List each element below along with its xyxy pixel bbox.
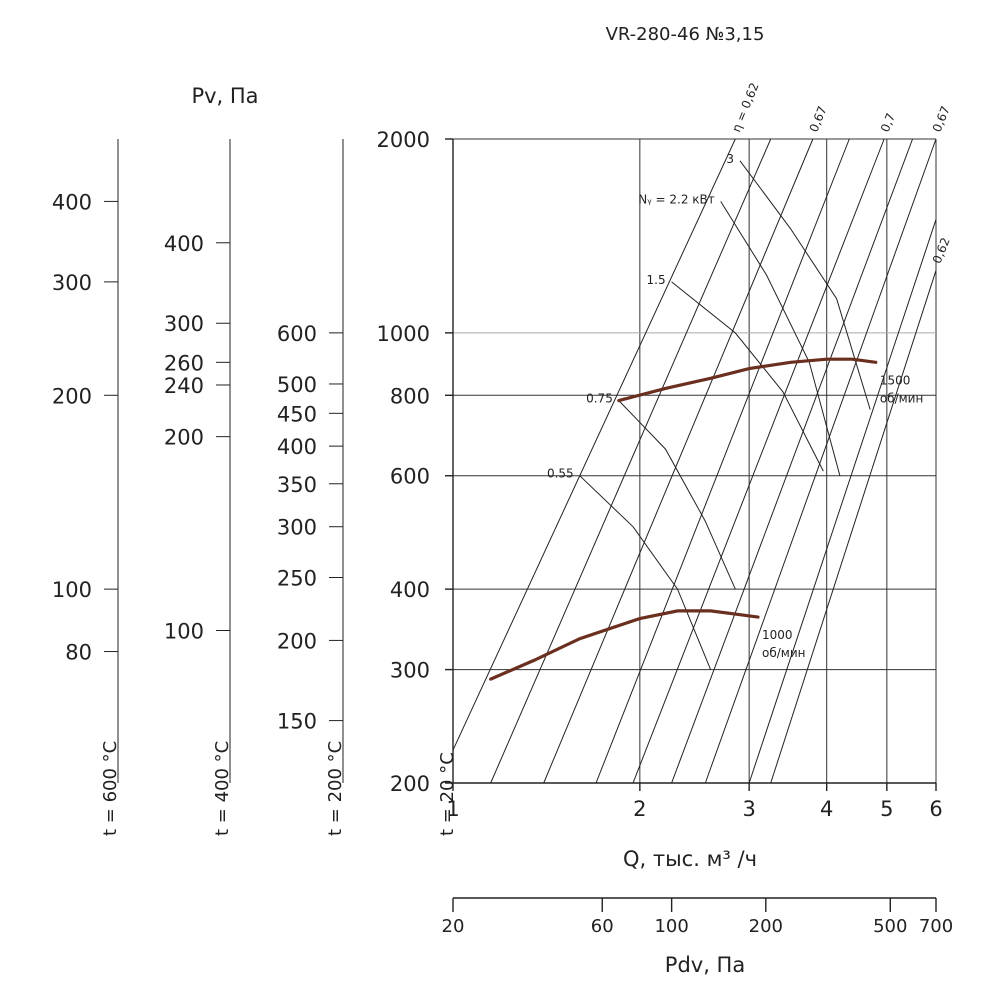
- curve-label: об/мин: [762, 646, 805, 660]
- efficiency-line-label: 0,7: [878, 111, 898, 134]
- efficiency-line-label: 0,67: [930, 104, 953, 134]
- x-tick-label: 6: [929, 797, 942, 821]
- dynamic-pressure-axis-layer: 20 60 100 200 500 700: [442, 897, 953, 937]
- pdv-tick-label: 20: [442, 916, 465, 937]
- temperature-scale-tick-label: 100: [52, 578, 92, 602]
- y-tick-label: 1000: [377, 322, 430, 346]
- x-tick-label: 3: [742, 797, 755, 821]
- power-lines-layer: 3 Nᵧ = 2.2 кВт 1.5 0.75 0.55: [547, 152, 871, 670]
- grid-layer: [452, 138, 937, 784]
- efficiency-line: [632, 138, 885, 784]
- power-line-label: 1.5: [647, 273, 666, 287]
- pdv-tick-label: 500: [873, 916, 907, 937]
- pdv-tick-label: 100: [654, 916, 688, 937]
- power-line: [720, 201, 841, 476]
- y-axis-title: Pv, Па: [191, 84, 258, 108]
- diagonal-line: [748, 219, 937, 784]
- power-line: [579, 475, 712, 670]
- y-tick-label: 600: [390, 465, 430, 489]
- pdv-tick-label: 60: [591, 916, 614, 937]
- pdv-tick-label: 700: [919, 916, 953, 937]
- y-tick-label: 400: [390, 578, 430, 602]
- temperature-scale-label: t = 20 °C: [437, 752, 458, 836]
- temperature-scale-label: t = 600 °C: [100, 741, 121, 836]
- efficiency-line-label: 0,67: [807, 104, 830, 134]
- curve-label: 1000: [762, 628, 793, 642]
- efficiency-line-label: 0,62: [930, 236, 953, 266]
- x-tick-label: 1: [446, 797, 459, 821]
- x-axis-title: Q, тыс. м³ /ч: [623, 847, 757, 871]
- temperature-scale-tick-label: 80: [65, 641, 92, 665]
- temperature-scale-label: t = 200 °C: [325, 741, 346, 836]
- efficiency-line-label: η = 0,62: [729, 81, 761, 134]
- pdv-tick-label: 200: [749, 916, 783, 937]
- temperature-scale-tick-label: 400: [52, 190, 92, 214]
- temperature-scale-tick-label: 200: [277, 629, 317, 653]
- temperature-scale-tick-label: 400: [164, 232, 204, 256]
- power-line-label: 3: [726, 152, 734, 166]
- y-tick-label: 200: [390, 772, 430, 796]
- temperature-scale-tick-label: 400: [277, 435, 317, 459]
- x-tick-label: 5: [880, 797, 893, 821]
- curve-label: 1500: [880, 373, 911, 387]
- temperature-scale-tick-label: 350: [277, 473, 317, 497]
- efficiency-line: [770, 270, 937, 784]
- y-tick-label: 300: [390, 659, 430, 683]
- y-tick-label: 800: [390, 384, 430, 408]
- efficiency-line: [704, 138, 937, 784]
- temperature-scale-tick-label: 500: [277, 373, 317, 397]
- temperature-scale-tick-label: 300: [277, 516, 317, 540]
- power-line: [739, 160, 871, 410]
- power-line: [671, 281, 824, 472]
- temperature-scale-tick-label: 260: [164, 351, 204, 375]
- efficiency-lines-layer: η = 0,62 0,67 0,7 0,67 0,62: [452, 81, 953, 784]
- efficiency-line: [452, 138, 736, 751]
- temperature-scale-tick-label: 300: [164, 312, 204, 336]
- pdv-axis-title: Pdv, Па: [665, 953, 745, 977]
- main-axes-layer: 200 300 400 600 800 1000 2000 1 2 3 4 5 6: [377, 128, 943, 821]
- performance-curves-layer: 1500 об/мин 1000 об/мин: [489, 357, 923, 681]
- temperature-scale-tick-label: 300: [52, 271, 92, 295]
- efficiency-line: [543, 138, 814, 784]
- diagonal-line: [671, 138, 914, 784]
- diagonal-line: [490, 138, 772, 784]
- curve-label: об/мин: [880, 391, 923, 405]
- diagonal-line: [595, 138, 850, 784]
- power-line-label: 0.55: [547, 467, 574, 481]
- temperature-scale-tick-label: 250: [277, 566, 317, 590]
- chart-title: VR-280-46 №3,15: [606, 24, 765, 45]
- x-tick-label: 2: [633, 797, 646, 821]
- power-line: [618, 400, 736, 590]
- power-line-label: Nᵧ = 2.2 кВт: [638, 192, 715, 206]
- temperature-scale-tick-label: 200: [52, 384, 92, 408]
- y-tick-label: 2000: [377, 128, 430, 152]
- temperature-scale-tick-label: 240: [164, 374, 204, 398]
- temperature-scale-tick-label: 450: [277, 402, 317, 426]
- power-line-label: 0.75: [586, 392, 613, 406]
- temperature-scale-tick-label: 150: [277, 710, 317, 734]
- temperature-scale-tick-label: 600: [277, 322, 317, 346]
- performance-curve: [617, 357, 878, 403]
- performance-curve: [489, 609, 760, 681]
- x-tick-label: 4: [820, 797, 833, 821]
- temperature-scale-tick-label: 100: [164, 620, 204, 644]
- temperature-scale-label: t = 400 °C: [212, 741, 233, 836]
- temperature-scale-tick-label: 200: [164, 426, 204, 450]
